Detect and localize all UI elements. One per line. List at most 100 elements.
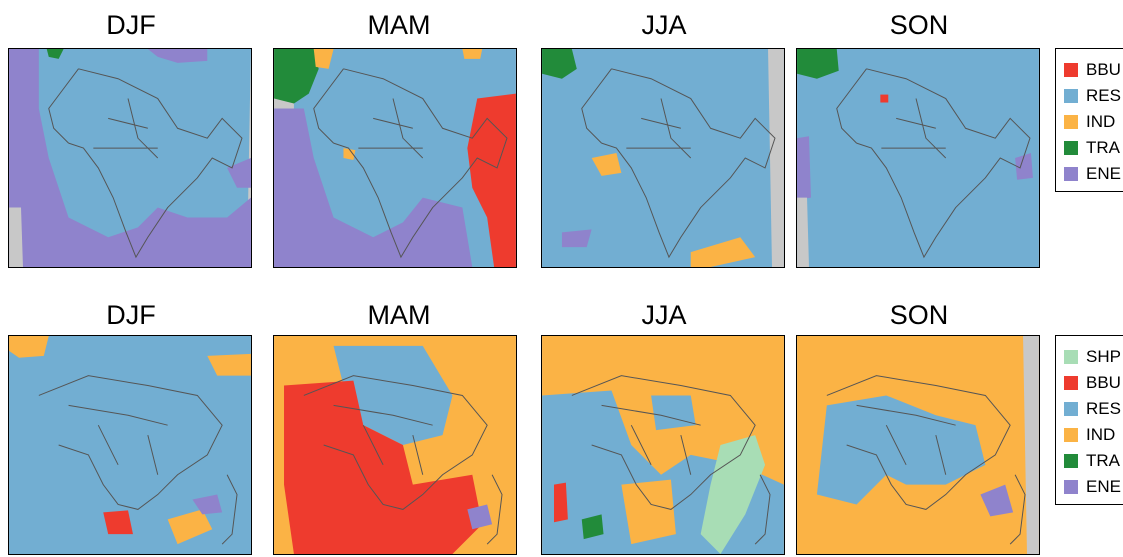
legend-swatch: [1064, 376, 1078, 390]
region-ind: [621, 479, 676, 545]
country-borders: [38, 375, 238, 545]
legend-label: TRA: [1086, 138, 1120, 157]
panel-title-r0-c3: SON: [889, 10, 949, 40]
country-borders: [571, 375, 771, 545]
legend-swatch: [1064, 89, 1078, 103]
legend-item-ene: ENE: [1064, 476, 1121, 498]
panel-title-r1-c1: MAM: [367, 300, 431, 330]
legend-item-ene: ENE: [1064, 163, 1121, 185]
map-svg: [542, 49, 784, 267]
legend-item-tra: TRA: [1064, 450, 1120, 472]
legend-label: BBU: [1086, 60, 1121, 79]
legend-label: ENE: [1086, 477, 1121, 496]
region-tra: [46, 49, 64, 59]
legend-swatch: [1064, 141, 1078, 155]
legend-label: BBU: [1086, 373, 1121, 392]
legend-item-res: RES: [1064, 85, 1121, 107]
legend-label: RES: [1086, 399, 1121, 418]
region-res: [542, 49, 784, 267]
map-svg: [797, 49, 1039, 267]
legend-swatch: [1064, 167, 1078, 181]
legend-swatch: [1064, 454, 1078, 468]
region-ind: [167, 509, 213, 545]
legend-item-ind: IND: [1064, 424, 1115, 446]
region-ind: [207, 353, 251, 376]
country-borders: [48, 68, 243, 259]
legend-item-res: RES: [1064, 398, 1121, 420]
map-panel-east-asia-mam: [273, 335, 517, 555]
region-ind: [9, 336, 49, 358]
legend-item-tra: TRA: [1064, 137, 1120, 159]
legend-swatch: [1064, 115, 1078, 129]
legend-item-bbu: BBU: [1064, 372, 1121, 394]
region-ene: [980, 484, 1014, 517]
map-panel-east-asia-djf: [8, 335, 252, 555]
map-svg: [274, 336, 516, 554]
region-ene: [1015, 153, 1033, 180]
region-ene: [192, 494, 223, 515]
legend-item-shp: SHP: [1064, 346, 1121, 368]
region-res: [9, 336, 251, 554]
region-shp: [700, 435, 766, 554]
legend-swatch: [1064, 63, 1078, 77]
region-ene: [561, 229, 592, 248]
country-borders: [826, 375, 1026, 545]
panel-title-r1-c3: SON: [889, 300, 949, 330]
map-panel-east-asia-jja: [541, 335, 785, 555]
panel-title-r0-c1: MAM: [367, 10, 431, 40]
legend-label: IND: [1086, 425, 1116, 444]
region-bbu: [284, 380, 483, 554]
legend-label: TRA: [1086, 451, 1120, 470]
region-ind: [313, 49, 334, 69]
legend-south-asia: BBU RES IND TRA ENE: [1055, 48, 1123, 192]
legend-label: ENE: [1086, 164, 1121, 183]
map-svg: [797, 336, 1039, 554]
country-borders: [313, 68, 508, 259]
map-svg: [9, 49, 251, 267]
legend-swatch: [1064, 350, 1078, 364]
region-res: [651, 395, 696, 431]
region-tra: [797, 49, 839, 79]
legend-swatch: [1064, 480, 1078, 494]
region-bbu: [467, 93, 516, 267]
legend-east-asia: SHP BBU RES IND TRA ENE: [1055, 335, 1123, 505]
country-borders: [581, 68, 776, 259]
panel-title-r0-c0: DJF: [106, 10, 156, 40]
map-panel-south-asia-son: [796, 48, 1040, 268]
legend-label: RES: [1086, 86, 1121, 105]
region-res: [797, 49, 1039, 267]
map-svg: [542, 336, 784, 554]
map-panel-south-asia-djf: [8, 48, 252, 268]
legend-swatch: [1064, 428, 1078, 442]
region-ene: [274, 108, 473, 267]
region-ind: [591, 153, 622, 176]
map-panel-south-asia-mam: [273, 48, 517, 268]
region-bbu: [103, 510, 133, 535]
region-grey: [9, 207, 23, 267]
region-res: [21, 49, 251, 267]
region-ene: [797, 136, 811, 200]
map-panel-east-asia-son: [796, 335, 1040, 555]
region-tra: [274, 49, 319, 104]
panel-title-r0-c2: JJA: [641, 10, 687, 40]
panel-title-r1-c2: JJA: [641, 300, 687, 330]
region-tra: [542, 49, 577, 79]
legend-swatch: [1064, 402, 1078, 416]
map-svg: [9, 336, 251, 554]
region-grey: [768, 49, 784, 267]
region-ind: [462, 49, 483, 59]
region-tra: [581, 514, 604, 540]
region-ene: [9, 49, 251, 267]
panel-title-r1-c0: DJF: [106, 300, 156, 330]
region-ene: [467, 504, 493, 530]
map-svg: [274, 49, 516, 267]
legend-label: SHP: [1086, 347, 1121, 366]
country-borders: [303, 375, 503, 545]
region-grey: [1023, 336, 1039, 554]
country-borders: [836, 68, 1031, 259]
region-res: [333, 345, 453, 445]
region-bbu: [880, 94, 889, 103]
map-panel-south-asia-jja: [541, 48, 785, 268]
legend-item-ind: IND: [1064, 111, 1115, 133]
region-bbu: [554, 482, 568, 523]
